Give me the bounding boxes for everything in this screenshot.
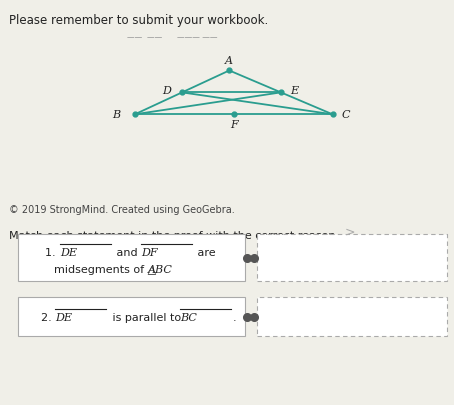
FancyBboxPatch shape	[257, 298, 447, 336]
Text: A: A	[225, 56, 233, 66]
Text: is parallel to: is parallel to	[109, 313, 184, 323]
Text: are: are	[194, 248, 216, 258]
Text: ABC: ABC	[148, 264, 173, 274]
Text: >: >	[345, 225, 355, 238]
Text: Match each statement in the proof with the correct reason.: Match each statement in the proof with t…	[9, 231, 339, 241]
Text: 1.: 1.	[45, 248, 59, 258]
Text: DE: DE	[55, 313, 72, 323]
Text: 2.: 2.	[41, 313, 55, 323]
Text: .: .	[232, 313, 236, 323]
Text: ——  ——: —— ——	[127, 33, 163, 42]
Text: .: .	[165, 264, 168, 274]
Text: DE: DE	[60, 248, 77, 258]
FancyBboxPatch shape	[18, 235, 245, 281]
Text: midsegments of △: midsegments of △	[54, 264, 157, 274]
Text: F: F	[230, 120, 237, 130]
Text: B: B	[113, 110, 121, 120]
Text: C: C	[342, 110, 350, 120]
FancyBboxPatch shape	[18, 298, 245, 336]
Text: and: and	[113, 248, 141, 258]
Text: BC: BC	[180, 313, 197, 323]
Text: ——— ——: ——— ——	[177, 33, 217, 42]
Text: © 2019 StrongMind. Created using GeoGebra.: © 2019 StrongMind. Created using GeoGebr…	[9, 205, 235, 215]
Text: DF: DF	[141, 248, 158, 258]
Text: D: D	[162, 86, 171, 96]
Text: Please remember to submit your workbook.: Please remember to submit your workbook.	[9, 14, 268, 27]
FancyBboxPatch shape	[257, 235, 447, 281]
Text: E: E	[291, 86, 299, 96]
